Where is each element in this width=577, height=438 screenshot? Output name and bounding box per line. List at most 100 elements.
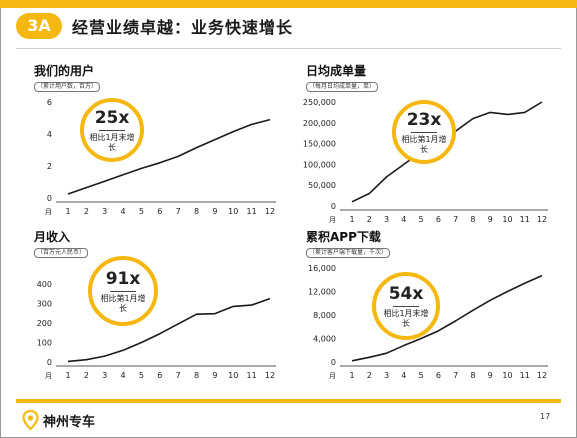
chart-title: 累积APP下载 [306,230,381,244]
y-tick-label: 12,000 [308,288,336,297]
x-tick-label: 2 [367,215,372,224]
slide-header: 3A 经营业绩卓越：业务快速增长 [0,8,577,50]
x-tick-label: 9 [488,371,493,380]
x-tick-label: 8 [470,215,475,224]
y-tick-label: 4 [47,130,52,139]
x-tick-label: 4 [401,215,406,224]
chart-title: 我们的用户 [34,64,95,78]
x-tick-label: 7 [453,215,458,224]
x-tick-label: 12 [265,371,275,380]
x-tick-label: 2 [84,207,89,216]
app-downloads-chart: 累积APP下载 （累计客户端下载量，千次） 0 4,000 8,000 12,000 1… [294,228,564,380]
callout-divider [99,129,125,131]
top-accent-bar [0,0,577,8]
x-tick-label: 1 [65,371,70,380]
x-tick-label: 5 [139,371,144,380]
y-tick-label: 100 [37,339,52,348]
y-tick-label: 16,000 [308,264,336,273]
growth-note: 相比1月末增长 [89,132,135,152]
daily-orders-chart: 日均成单量 （每月日均成单量，单） 0 50,000 100,000 150,000 2… [294,62,564,224]
growth-multiple: 91x [105,268,141,289]
chart-title: 日均成单量 [306,64,367,78]
x-tick-label: 1 [349,371,354,380]
x-tick-label: 5 [419,215,424,224]
chart-unit-label: （百万元人民币） [34,248,89,258]
growth-multiple: 25x [94,107,130,128]
y-tick-label: 200 [37,319,52,328]
page-number: 17 [540,412,551,421]
callout-divider [110,290,136,292]
x-tick-label: 3 [102,371,107,380]
x-tick-label: 10 [502,215,512,224]
x-tick-label: 3 [384,371,389,380]
x-tick-label: 11 [520,371,530,380]
series-line [351,274,543,362]
x-tick-label: 10 [502,371,512,380]
growth-callout: 23x 相比第1月增长 [392,100,456,164]
x-tick-label: 4 [121,207,126,216]
x-tick-label: 7 [176,371,181,380]
growth-note: 相比第1月增长 [401,134,447,154]
y-tick-label: 100,000 [303,160,336,169]
y-tick-label: 50,000 [308,181,336,190]
x-tick-label: 2 [367,371,372,380]
x-tick-label: 11 [520,215,530,224]
x-tick-label: 7 [176,207,181,216]
section-badge: 3A [16,13,62,39]
x-tick-label: 5 [419,371,424,380]
chart-unit-label: （每月日均成单量，单） [306,82,379,92]
x-tick-label: 12 [537,371,547,380]
y-tick-label: 0 [331,202,336,211]
growth-multiple: 23x [406,109,442,130]
x-tick-label: 6 [157,207,162,216]
x-tick-label: 12 [537,215,547,224]
page-title: 经营业绩卓越：业务快速增长 [72,18,294,37]
brand-logo: 神州专车 [22,410,95,430]
x-tick-label: 3 [102,207,107,216]
x-tick-label: 10 [228,371,238,380]
x-tick-label: 10 [228,207,238,216]
header-divider [16,48,561,49]
y-tick-label: 8,000 [313,311,336,320]
footer-accent-bar [16,399,561,403]
y-tick-label: 6 [47,98,52,107]
chart-unit-label: （累计客户端下载量，千次） [306,248,391,258]
y-tick-label: 2 [47,162,52,171]
chart-title: 月收入 [34,230,71,244]
x-tick-label: 9 [212,207,217,216]
growth-note: 相比第1月增长 [100,293,146,313]
revenue-chart: 月收入 （百万元人民币） 0 100 200 300 400 1 2 3 4 5 6 7 8 9 10 11 1… [22,228,292,380]
y-tick-label: 300 [37,300,52,309]
callout-divider [393,305,419,307]
x-tick-label: 6 [436,215,441,224]
y-tick-label: 200,000 [303,119,336,128]
x-tick-label: 1 [349,215,354,224]
x-tick-label: 6 [157,371,162,380]
y-tick-label: 0 [47,194,52,203]
x-tick-label: 1 [65,207,70,216]
y-tick-label: 150,000 [303,140,336,149]
x-tick-label: 3 [384,215,389,224]
growth-multiple: 54x [388,283,424,304]
brand-name: 神州专车 [43,414,96,430]
x-tick-label: 11 [247,207,257,216]
y-tick-label: 4,000 [313,335,336,344]
x-tick-label: 6 [436,371,441,380]
x-tick-label: 9 [488,215,493,224]
y-tick-label: 400 [37,280,52,289]
x-tick-label: 7 [453,371,458,380]
x-axis-label: 月 [329,372,336,380]
series-line [67,297,271,363]
x-tick-label: 5 [139,207,144,216]
users-chart: 我们的用户 （累计用户数，百万） 0 2 4 6 1 2 3 4 5 6 7 8 9 10 11 12 月 25… [22,62,292,216]
x-tick-label: 11 [247,371,257,380]
x-tick-label: 4 [401,371,406,380]
callout-divider [411,131,437,133]
x-axis-label: 月 [45,208,52,216]
y-tick-label: 250,000 [303,98,336,107]
x-axis-label: 月 [329,216,336,224]
x-tick-label: 2 [84,371,89,380]
